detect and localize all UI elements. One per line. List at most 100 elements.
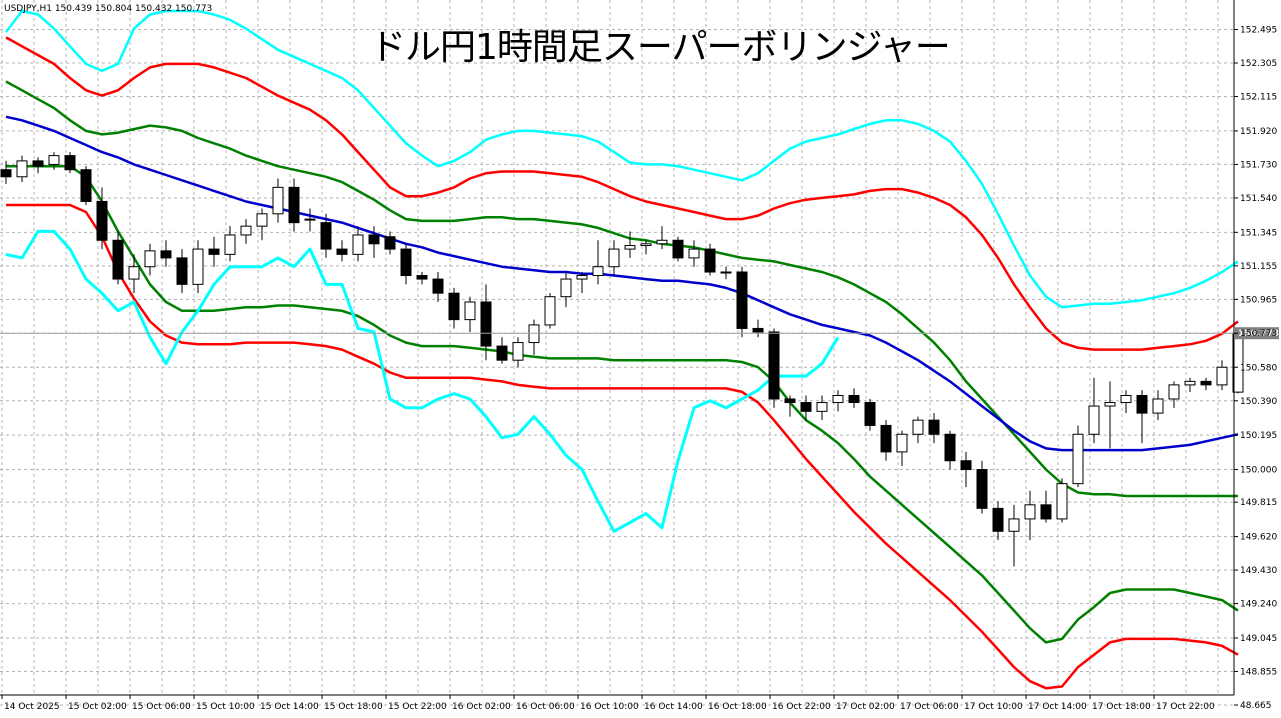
x-tick-label: 17 Oct 02:00: [836, 702, 895, 712]
chart-grid: [0, 0, 1234, 706]
candle-body: [800, 402, 812, 412]
candle-body: [576, 275, 588, 280]
y-tick-label: 150.580: [1240, 363, 1277, 373]
candle-body: [896, 433, 908, 453]
candle-body: [352, 234, 364, 255]
y-tick-label: 150.773: [1240, 329, 1277, 339]
candle-body: [864, 402, 876, 426]
candle-body: [96, 200, 108, 241]
candle-body: [240, 225, 252, 236]
candle-body: [704, 248, 716, 273]
current-price-label: 150.773: [1238, 329, 1279, 339]
candle-body: [1072, 433, 1084, 485]
candle-body: [1008, 518, 1020, 532]
x-tick-label: 17 Oct 18:00: [1092, 702, 1151, 712]
plot-background: [0, 0, 1234, 695]
candle-body: [208, 248, 220, 255]
candle-body: [192, 248, 204, 285]
x-tick-label: 15 Oct 22:00: [388, 702, 447, 712]
candle-body: [0, 169, 12, 178]
candle-body: [128, 266, 140, 280]
x-tick-label: 16 Oct 02:00: [452, 702, 511, 712]
candle-body: [992, 507, 1004, 532]
candle-body: [384, 236, 396, 250]
candle-body: [1152, 398, 1164, 414]
x-tick-label: 17 Oct 22:00: [1156, 702, 1215, 712]
candle-body: [416, 275, 428, 280]
candle-body: [624, 245, 636, 250]
x-tick-label: 15 Oct 06:00: [132, 702, 191, 712]
candle-body: [816, 402, 828, 412]
y-tick-label: 149.240: [1240, 600, 1277, 610]
x-tick-label: 16 Oct 22:00: [772, 702, 831, 712]
candle-body: [736, 271, 748, 329]
y-tick-label: 149.815: [1240, 498, 1277, 508]
x-tick-label: 17 Oct 14:00: [1028, 702, 1087, 712]
y-tick-label: 152.115: [1240, 93, 1277, 103]
candle-body: [1024, 504, 1036, 520]
candle-body: [496, 345, 508, 361]
x-tick-label: 15 Oct 18:00: [324, 702, 383, 712]
y-tick-label: 150.965: [1240, 295, 1277, 305]
candle-body: [160, 250, 172, 259]
candle-body: [368, 234, 380, 245]
y-tick-label: 151.540: [1240, 194, 1277, 204]
x-tick-label: 15 Oct 14:00: [260, 702, 319, 712]
candle-body: [480, 301, 492, 347]
candle-body: [832, 394, 844, 404]
y-tick-label: 150.195: [1240, 431, 1277, 441]
candle-body: [1184, 380, 1196, 386]
time-axis: 14 Oct 2025 15 Oct 02:00 15 Oct 06:00 15 Oc…: [0, 694, 1234, 712]
candle-body: [48, 155, 60, 165]
candle-body: [720, 271, 732, 274]
lower-3sigma-band: [5, 229, 840, 533]
candle-body: [336, 248, 348, 255]
chart-title: ドル円1時間足スーパーボリンジャー: [370, 27, 951, 68]
upper-2sigma-band: [5, 36, 1239, 351]
y-tick-label: 149.620: [1240, 533, 1277, 543]
y-tick-label: 151.730: [1240, 160, 1277, 170]
x-tick-label: 16 Oct 06:00: [516, 702, 575, 712]
price-axis: 152.495 152.305 152.115 151.920 151.730 151.5…: [1233, 0, 1277, 711]
candle-body: [1040, 504, 1052, 520]
x-tick-label: 16 Oct 10:00: [580, 702, 639, 712]
x-tick-label: 17 Oct 06:00: [900, 702, 959, 712]
candle-body: [400, 248, 412, 277]
candle-body: [1136, 394, 1148, 414]
candle-body: [768, 331, 780, 400]
candle-body: [544, 296, 556, 326]
candle-body: [592, 266, 604, 277]
y-tick-label: 150.000: [1240, 466, 1277, 476]
middle-band: [5, 115, 1239, 452]
y-tick-label: 150.390: [1240, 397, 1277, 407]
candlesticks: [0, 152, 1244, 567]
y-tick-label: 148.855: [1240, 667, 1277, 677]
candle-body: [656, 239, 668, 245]
upper-1sigma-band: [5, 80, 1238, 498]
candle-body: [672, 239, 684, 259]
candle-body: [256, 213, 268, 227]
candle-body: [80, 169, 92, 202]
candle-body: [960, 460, 972, 471]
y-tick-label: 149.430: [1240, 566, 1277, 576]
candle-body: [752, 327, 764, 333]
x-tick-label: 15 Oct 02:00: [68, 702, 127, 712]
upper-3sigma-band: [5, 9, 1239, 309]
candle-body: [288, 186, 300, 224]
candle-body: [432, 278, 444, 294]
y-tick-label: 48.665: [1240, 701, 1272, 711]
candle-body: [32, 160, 44, 167]
candle-body: [912, 419, 924, 435]
candle-body: [144, 250, 156, 268]
y-tick-label: 152.495: [1240, 26, 1277, 36]
candle-body: [1088, 405, 1100, 435]
y-tick-label: 151.155: [1240, 262, 1277, 272]
candle-body: [1168, 384, 1180, 400]
x-tick-label: 16 Oct 18:00: [708, 702, 767, 712]
y-tick-label: 152.305: [1240, 59, 1277, 69]
candle-body: [448, 292, 460, 321]
candle-body: [112, 239, 124, 280]
candle-body: [560, 278, 572, 298]
symbol-info: USDJPY,H1 150.439 150.804 150.432 150.77…: [4, 4, 213, 14]
